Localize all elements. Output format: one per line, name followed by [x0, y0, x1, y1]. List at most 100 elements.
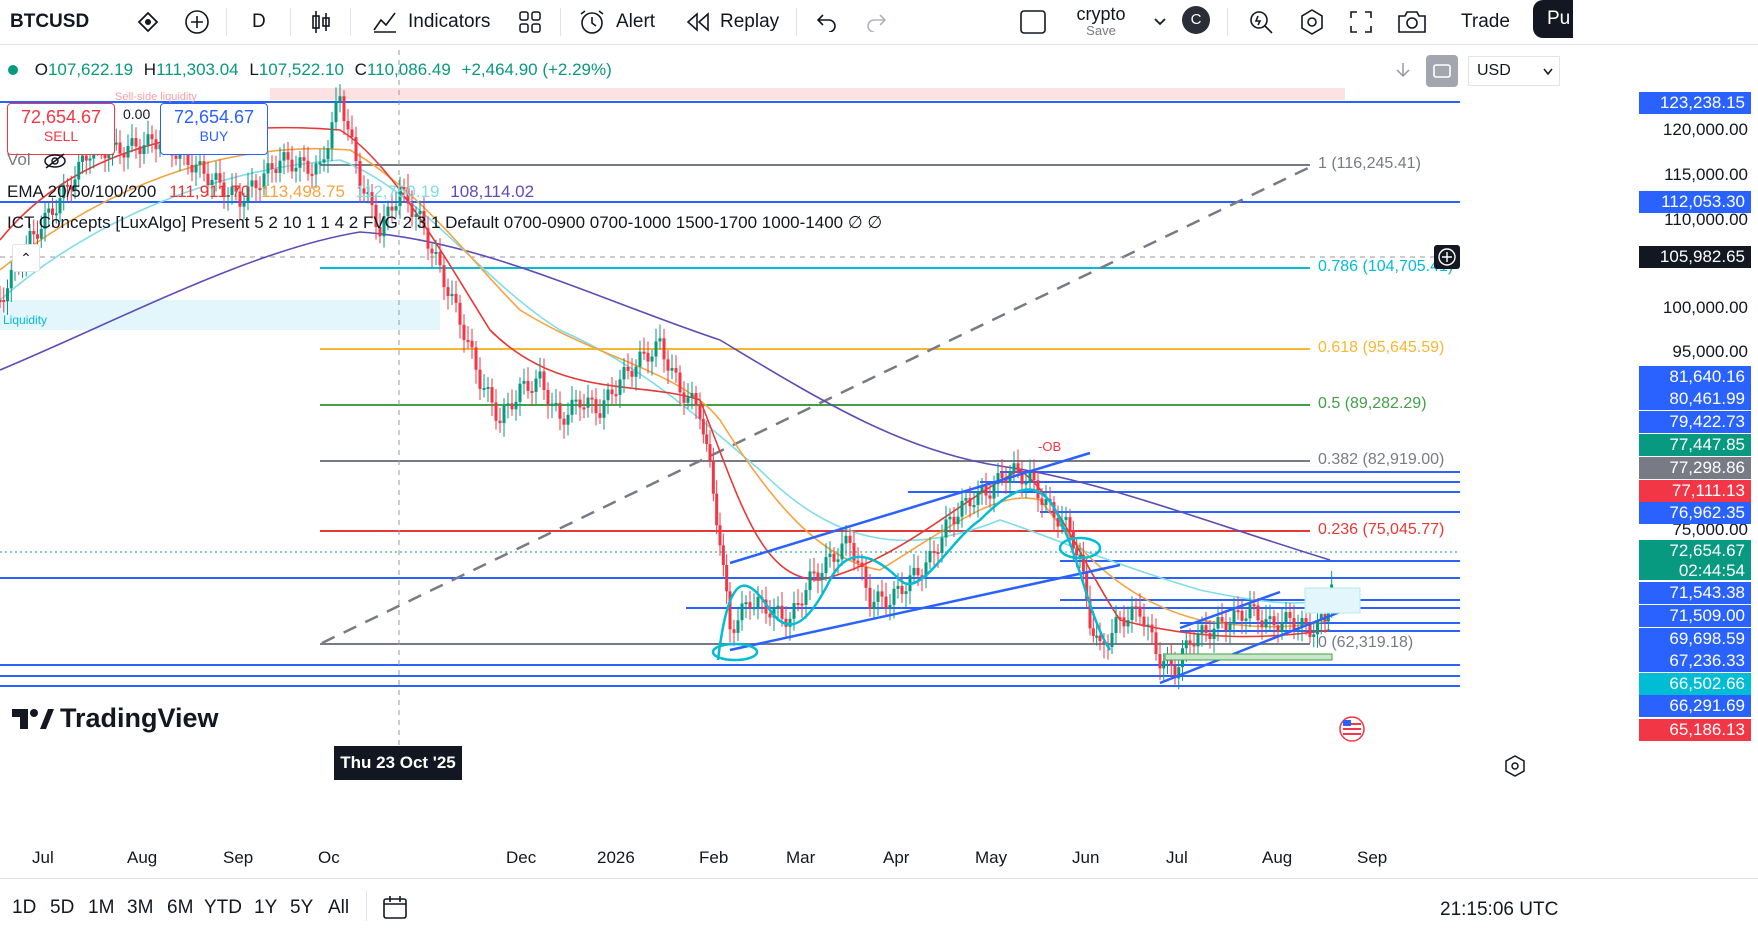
open-label: O — [34, 60, 48, 79]
price-axis-label: 72,654.67 — [1639, 540, 1751, 562]
ema-legend: EMA 20/50/100/200 111,911.70 113,498.75 … — [7, 182, 534, 202]
close-label: C — [354, 60, 367, 79]
watermark-text: TradingView — [60, 703, 219, 733]
price-axis-label: 80,461.99 — [1639, 388, 1751, 410]
indicators-button[interactable]: Indicators — [372, 0, 490, 44]
symbol-search[interactable]: BTCUSD — [10, 11, 90, 32]
settings-gear-icon[interactable] — [1298, 0, 1326, 44]
price-tick: 110,000.00 — [1664, 210, 1748, 229]
price-axis-label: 79,422.73 — [1639, 411, 1751, 433]
layout-select-icon[interactable] — [1019, 0, 1047, 44]
templates-grid-icon[interactable] — [518, 0, 542, 44]
x-axis-label: Feb — [699, 848, 729, 867]
sell-price: 72,654.67 — [20, 107, 102, 127]
undo-icon[interactable] — [815, 0, 837, 44]
alert-button[interactable]: Alert — [578, 0, 655, 44]
timeframe-button[interactable]: 6M — [167, 897, 194, 918]
ema-200-value: 108,114.02 — [450, 182, 535, 201]
timeframe-button[interactable]: 1D — [12, 897, 37, 918]
replay-button[interactable]: Replay — [686, 0, 779, 44]
ohlc-legend: O107,622.19 H111,303.04 L107,522.10 C110… — [8, 60, 612, 80]
candles-chart-type-icon[interactable] — [310, 0, 332, 44]
indicators-label: Indicators — [408, 11, 491, 32]
timeframe-button[interactable]: 5D — [50, 897, 75, 918]
timeframe-button[interactable]: 1Y — [254, 897, 278, 918]
fullscreen-icon[interactable] — [1349, 0, 1373, 44]
alert-label: Alert — [616, 11, 656, 32]
timeframe-button[interactable]: 1M — [88, 897, 115, 918]
chevron-down-icon[interactable] — [1153, 0, 1167, 44]
x-axis-label: Aug — [1262, 848, 1293, 867]
x-axis-label: Sep — [223, 848, 254, 867]
x-axis-label: Jun — [1072, 848, 1100, 867]
fib-level-label: 0.618 (95,645.59) — [1318, 339, 1445, 356]
add-price-alert-icon[interactable] — [1434, 245, 1460, 269]
quick-search-icon[interactable] — [1248, 0, 1274, 44]
publish-button[interactable]: Pu — [1533, 0, 1573, 38]
x-axis-label: Jul — [32, 848, 54, 867]
timeframe-button[interactable]: 5Y — [290, 897, 314, 918]
ema-50-value: 113,498.75 — [261, 182, 345, 201]
arrow-down-icon[interactable] — [1393, 60, 1413, 85]
bottom-toolbar: 1D 5D 1M 3M 6M YTD 1Y 5Y All 21:15:06 UTC — [0, 878, 1758, 941]
price-axis-label: 02:44:54 — [1639, 560, 1751, 580]
sell-button[interactable]: 72,654.67 SELL — [7, 103, 115, 155]
auto-scale-icon[interactable] — [1426, 55, 1458, 87]
chevron-down-icon — [1543, 68, 1553, 76]
trade-button[interactable]: Trade — [1461, 11, 1510, 32]
chart-settings-icon[interactable] — [1503, 754, 1527, 783]
buy-button[interactable]: 72,654.67 BUY — [160, 103, 268, 155]
timeframe-button[interactable]: YTD — [204, 897, 242, 918]
price-axis-label: 67,236.33 — [1639, 650, 1751, 672]
ema-100-value: 112,750.19 — [355, 182, 440, 201]
symbol-options-icon[interactable] — [137, 0, 159, 44]
low-label: L — [249, 60, 259, 79]
layout-save-label: Save — [1086, 23, 1116, 38]
collapse-legend-icon[interactable]: ⌃ — [12, 244, 40, 272]
x-axis-label: Oc — [318, 848, 340, 867]
x-axis-label: Jul — [1166, 848, 1188, 867]
price-axis-label: 77,111.13 — [1639, 480, 1751, 502]
replay-label: Replay — [720, 11, 780, 32]
x-axis-label: Apr — [883, 848, 910, 867]
market-status-icon — [8, 65, 18, 75]
buy-price: 72,654.67 — [173, 107, 255, 127]
low-value: 107,522.10 — [258, 60, 344, 79]
fib-level-label: 0.5 (89,282.29) — [1318, 395, 1427, 412]
redo-icon[interactable] — [866, 0, 888, 44]
price-tick: 115,000.00 — [1664, 165, 1748, 184]
price-axis-label: 81,640.16 — [1639, 366, 1751, 388]
camera-snapshot-icon[interactable] — [1397, 0, 1427, 44]
price-axis-label: 66,291.69 — [1639, 695, 1751, 717]
timeframe-button[interactable]: All — [328, 897, 350, 918]
eye-crossed-icon[interactable] — [43, 152, 67, 170]
interval-button[interactable]: D — [252, 11, 266, 32]
price-axis-label: 65,186.13 — [1639, 719, 1751, 741]
fib-level-label: 0.236 (75,045.77) — [1318, 521, 1445, 538]
price-tick: 75,000.00 — [1672, 520, 1748, 539]
timeframe-button[interactable]: 3M — [127, 897, 154, 918]
liquidity-label: Liquidity — [3, 313, 48, 327]
currency-select[interactable]: USD — [1468, 56, 1560, 86]
buy-label: BUY — [199, 128, 229, 144]
layout-name-button[interactable]: crypto Save — [1073, 4, 1129, 38]
volume-legend: Vol — [7, 150, 67, 170]
candlesticks — [0, 84, 1334, 690]
price-chart[interactable] — [0, 50, 1634, 835]
price-axis-label: 66,502.66 — [1639, 673, 1751, 695]
price-tick: 100,000.00 — [1662, 298, 1748, 317]
price-tick: 95,000.00 — [1672, 342, 1748, 361]
currency-value: USD — [1477, 62, 1511, 79]
x-axis-label: Aug — [127, 848, 158, 867]
alarm-clock-icon — [580, 10, 604, 34]
compare-add-icon[interactable] — [184, 0, 210, 44]
x-axis-label: Dec — [506, 848, 537, 867]
flag-event-icon[interactable] — [1339, 716, 1365, 742]
layout-name: crypto — [1076, 4, 1126, 24]
avatar[interactable]: C — [1182, 6, 1210, 34]
calendar-goto-date-icon[interactable] — [381, 893, 409, 926]
fib-level-label: 0 (62,319.18) — [1318, 634, 1414, 651]
price-axis-label: 123,238.15 — [1639, 92, 1751, 114]
tradingview-logo[interactable]: TradingView — [10, 703, 219, 734]
utc-clock[interactable]: 21:15:06 UTC — [1440, 899, 1559, 920]
